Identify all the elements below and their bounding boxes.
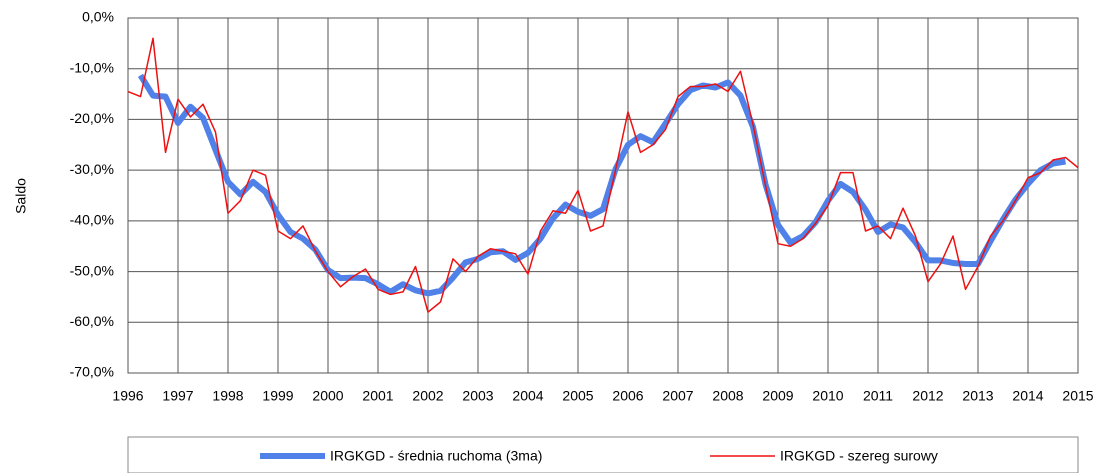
y-tick-label: 0,0% — [82, 9, 114, 25]
plot-border — [127, 17, 1079, 374]
x-tick-label: 1998 — [212, 388, 243, 404]
y-tick-label: -60,0% — [70, 313, 114, 329]
x-tick-label: 2012 — [912, 388, 943, 404]
x-tick-label: 2011 — [863, 388, 893, 404]
x-tick-label: 2003 — [462, 388, 493, 404]
x-tick-label: 2004 — [512, 388, 543, 404]
x-tick-label: 2013 — [962, 388, 993, 404]
x-tick-label: 2006 — [612, 388, 643, 404]
y-axis-label: Saldo — [13, 178, 29, 214]
x-tick-label: 2015 — [1062, 388, 1093, 404]
x-tick-label: 2014 — [1012, 388, 1043, 404]
y-tick-label: -10,0% — [70, 59, 114, 75]
y-tick-label: -20,0% — [70, 110, 114, 126]
x-tick-label: 1997 — [162, 388, 193, 404]
x-tick-label: 1996 — [112, 388, 143, 404]
y-tick-label: -50,0% — [70, 262, 114, 278]
y-tick-label: -70,0% — [70, 364, 114, 380]
x-tick-label: 2010 — [812, 388, 843, 404]
data-line — [127, 37, 1079, 313]
data-line — [137, 73, 1066, 297]
x-tick-label: 2002 — [412, 388, 443, 404]
x-tick-label: 2008 — [712, 388, 743, 404]
y-tick-label: -40,0% — [70, 212, 114, 228]
x-tick-label: 2009 — [762, 388, 793, 404]
x-tick-label: 2000 — [312, 388, 343, 404]
y-tick-label: -30,0% — [70, 161, 114, 177]
legend-label: IRGKGD - średnia ruchoma (3ma) — [330, 448, 542, 464]
x-tick-label: 1999 — [262, 388, 293, 404]
x-tick-label: 2005 — [562, 388, 593, 404]
x-tick-label: 2001 — [362, 388, 393, 404]
legend-label: IRGKGD - szereg surowy — [780, 448, 938, 464]
x-tick-label: 2007 — [662, 388, 693, 404]
